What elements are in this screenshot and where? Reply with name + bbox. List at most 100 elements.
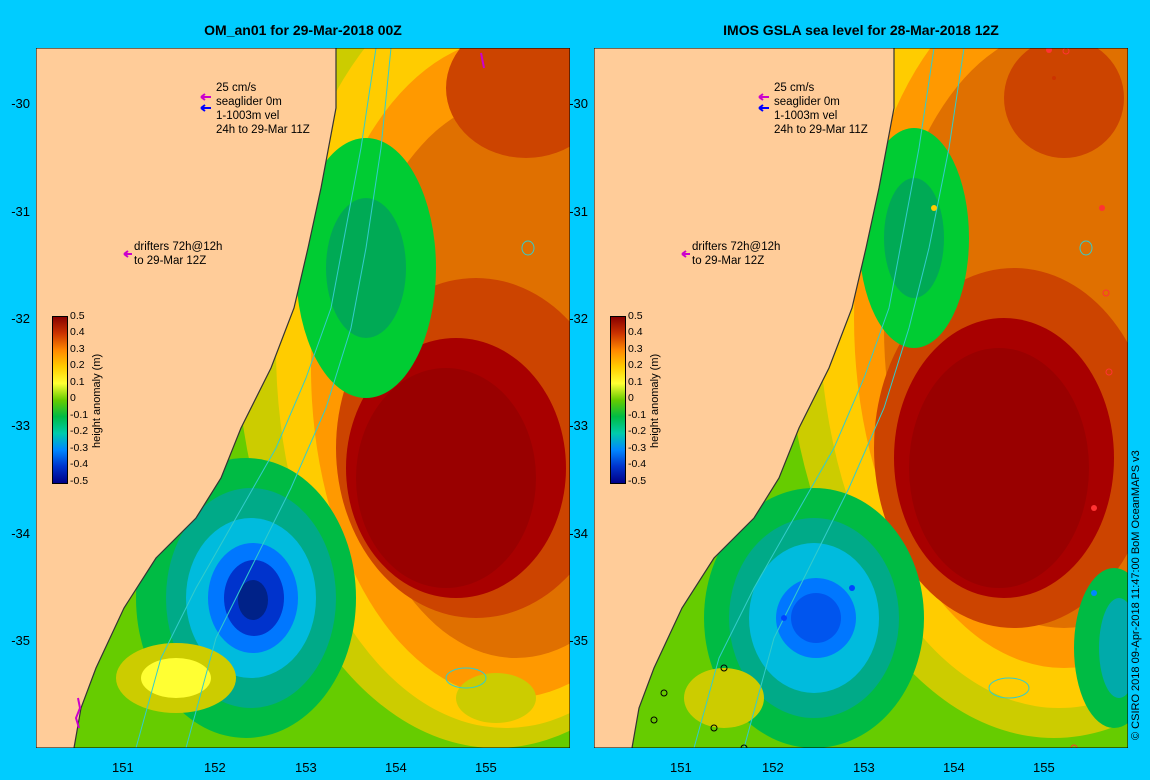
drifters-label-2: to 29-Mar 12Z [692,255,765,267]
y-tick-label: -35 [11,633,30,648]
colorbar [610,316,626,484]
colorbar-tick: -0.4 [70,458,89,470]
bathymetry-contour [135,48,377,748]
colorbar-tick: 0.5 [628,310,643,322]
left-panel-title: OM_an01 for 29-Mar-2018 00Z [204,22,402,38]
right-map-canvas [594,48,1128,748]
seaglider-label: seaglider 0m [774,96,840,108]
colorbar-tick: -0.5 [628,475,647,487]
y-tick-label: -32 [569,311,588,326]
seaglider-track [480,52,485,69]
x-tick-label: 154 [943,760,965,775]
colorbar-tick: -0.2 [70,425,89,437]
left-map-panel: 25 cm/s seaglider 0m 1-1003m vel 24h to … [36,48,570,748]
observation-marker [1052,76,1056,80]
x-tick-label: 153 [853,760,875,775]
drifters-legend: drifters 72h@12h to 29-Mar 12Z [692,240,780,268]
y-tick-label: -34 [569,526,588,541]
x-tick-label: 153 [295,760,317,775]
scale-label: 25 cm/s [774,82,815,94]
observation-marker [1102,289,1110,297]
legend-block: 25 cm/s seaglider 0m 1-1003m vel 24h to … [216,81,310,137]
colorbar-tick: 0.3 [628,343,643,355]
x-tick-label: 152 [762,760,784,775]
legend-block: 25 cm/s seaglider 0m 1-1003m vel 24h to … [774,81,868,137]
colorbar-tick: -0.5 [70,475,89,487]
seaglider-arrow-icon [758,93,769,101]
colorbar-tick: 0.3 [70,343,85,355]
colorbar-tick: 0.1 [628,376,643,388]
colorbar-tick: -0.4 [628,458,647,470]
y-tick-label: -35 [569,633,588,648]
drifter-track [74,697,82,729]
observation-marker [740,744,748,748]
observation-marker [931,205,937,211]
sea-level-field [74,48,570,748]
x-tick-label: 152 [204,760,226,775]
colorbar-tick: -0.3 [70,442,89,454]
window-label: 24h to 29-Mar 11Z [216,124,310,136]
observation-marker [1105,368,1113,376]
drifter-arrow-icon [681,250,690,258]
colorbar-tick: -0.2 [628,425,647,437]
colorbar-tick: -0.3 [628,442,647,454]
coastline [73,48,337,748]
y-tick-label: -32 [11,311,30,326]
drifters-label-2: to 29-Mar 12Z [134,255,207,267]
right-map-panel: 25 cm/s seaglider 0m 1-1003m vel 24h to … [594,48,1128,748]
colorbar-title: height anomaly (m) [91,353,103,448]
bathymetry-contour [185,48,392,748]
observation-marker [720,664,728,672]
colorbar-tick: 0.4 [628,326,643,338]
y-tick-label: -33 [11,418,30,433]
x-tick-label: 155 [1033,760,1055,775]
observation-marker [1091,505,1097,511]
copyright-credit: © CSIRO 2018 09-Apr-2018 11:47:00 BoM Oc… [1130,450,1142,740]
y-tick-label: -30 [569,96,588,111]
velocity-arrow-icon [758,104,769,112]
bathymetry-contour [693,48,935,748]
drifter-arrow-icon [123,250,132,258]
drifters-label-1: drifters 72h@12h [134,241,223,253]
colorbar-tick: 0.4 [70,326,85,338]
x-tick-label: 151 [112,760,134,775]
y-tick-label: -31 [569,204,588,219]
observation-marker [781,615,787,621]
drifters-legend: drifters 72h@12h to 29-Mar 12Z [134,240,222,268]
left-map-canvas [36,48,570,748]
x-tick-label: 151 [670,760,692,775]
observation-marker [1070,744,1078,748]
window-label: 24h to 29-Mar 11Z [774,124,868,136]
x-tick-label: 154 [385,760,407,775]
observation-marker [1091,590,1097,596]
observation-marker [1062,48,1070,55]
observation-marker [660,689,668,697]
colorbar [52,316,68,484]
observation-marker [1046,48,1052,53]
colorbar-tick: 0.2 [628,359,643,371]
observation-marker [650,716,658,724]
observation-marker [849,585,855,591]
observation-marker [1099,205,1105,211]
bathymetry-contour [743,48,965,748]
observation-markers [650,48,1113,748]
colorbar-tick: 0.1 [70,376,85,388]
velocity-label: 1-1003m vel [774,110,838,122]
colorbar-tick: 0 [70,392,76,404]
bathymetry-contour [1079,240,1093,256]
colorbar-tick: 0.2 [70,359,85,371]
colorbar-title: height anomaly (m) [649,353,661,448]
coastline [631,48,895,748]
y-tick-label: -33 [569,418,588,433]
bathymetry-contour [445,667,487,689]
y-tick-label: -31 [11,204,30,219]
seaglider-label: seaglider 0m [216,96,282,108]
sea-level-field [632,48,1128,748]
colorbar-tick: 0.5 [70,310,85,322]
x-tick-label: 155 [475,760,497,775]
bathymetry-contour [988,677,1030,699]
colorbar-tick: -0.1 [70,409,89,421]
velocity-arrow-icon [200,104,211,112]
y-tick-label: -34 [11,526,30,541]
colorbar-tick: 0 [628,392,634,404]
